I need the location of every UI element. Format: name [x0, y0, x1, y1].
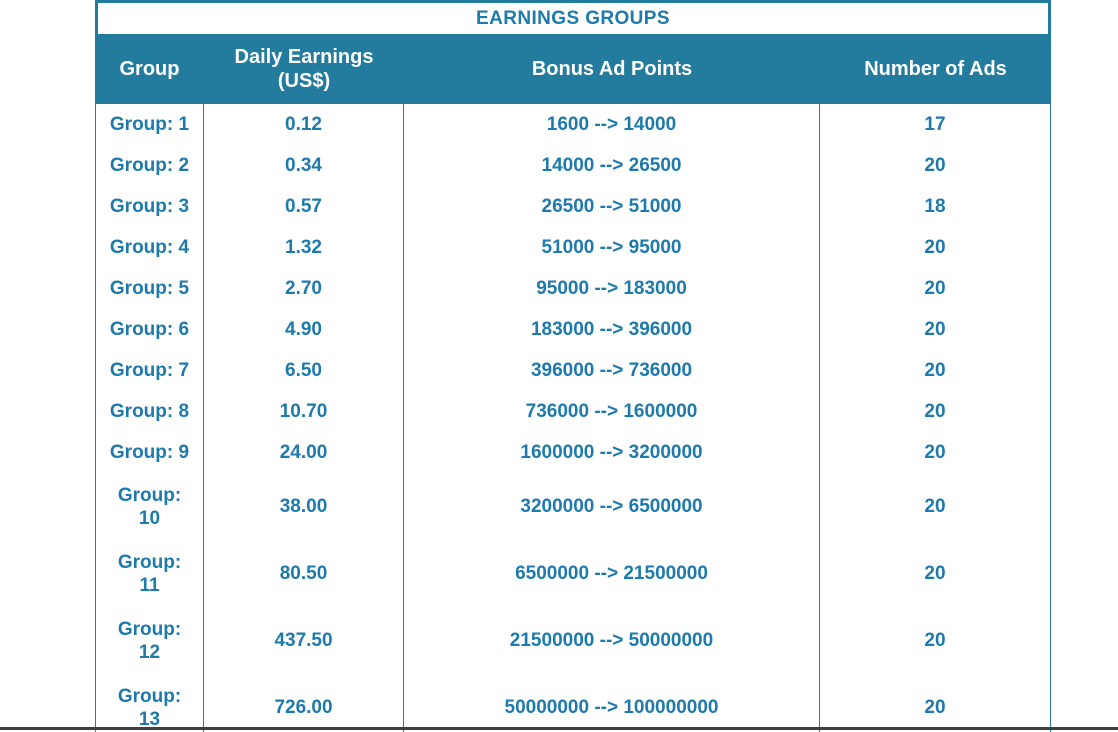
daily-earnings-cell: 0.12 — [204, 104, 404, 145]
table-row: Group: 8 10.70 736000 --> 1600000 20 — [96, 391, 1050, 432]
group-cell: Group: 6 — [96, 309, 204, 350]
table-row: Group: 9 24.00 1600000 --> 3200000 20 — [96, 432, 1050, 473]
table-header-row: Group Daily Earnings (US$) Bonus Ad Poin… — [95, 34, 1051, 104]
ads-count-cell: 18 — [924, 196, 946, 217]
group-cell: Group: 10 — [96, 473, 204, 540]
daily-earnings-cell: 10.70 — [204, 391, 404, 432]
group-cell: Group: 7 — [96, 350, 204, 391]
group-cell: Group: 4 — [96, 227, 204, 268]
table-title: EARNINGS GROUPS — [95, 0, 1051, 34]
table-row: Group: 1 0.12 1600 --> 14000 17 — [96, 104, 1050, 145]
table-row: Group: 5 2.70 95000 --> 183000 20 — [96, 268, 1050, 309]
bonus-points-cell: 95000 --> 183000 — [404, 268, 820, 309]
table-row: Group: 4 1.32 51000 --> 95000 20 — [96, 227, 1050, 268]
daily-earnings-cell: 437.50 — [204, 607, 404, 674]
ads-count-cell: 20 — [924, 630, 946, 651]
daily-earnings-cell: 1.32 — [204, 227, 404, 268]
bonus-points-cell: 3200000 --> 6500000 — [404, 473, 820, 540]
ads-count-cell: 17 — [924, 114, 946, 135]
group-cell: Group: 9 — [96, 432, 204, 473]
ads-count-cell: 20 — [924, 442, 946, 463]
table-row: Group: 10 38.00 3200000 --> 6500000 20 — [96, 473, 1050, 540]
group-cell: Group: 11 — [96, 540, 204, 607]
group-cell: Group: 2 — [96, 145, 204, 186]
ads-count-cell: 20 — [924, 697, 946, 718]
group-cell: Group: 12 — [96, 607, 204, 674]
bonus-points-cell: 183000 --> 396000 — [404, 309, 820, 350]
table-row: Group: 2 0.34 14000 --> 26500 20 — [96, 145, 1050, 186]
ads-count-cell: 20 — [924, 155, 946, 176]
group-cell: Group: 5 — [96, 268, 204, 309]
column-header-daily-earnings: Daily Earnings (US$) — [234, 46, 374, 92]
ads-count-cell: 20 — [924, 319, 946, 340]
table-row: Group: 11 80.50 6500000 --> 21500000 20 — [96, 540, 1050, 607]
daily-earnings-cell: 0.57 — [204, 186, 404, 227]
ads-count-cell: 20 — [924, 563, 946, 584]
daily-earnings-cell: 24.00 — [204, 432, 404, 473]
group-cell: Group: 3 — [96, 186, 204, 227]
daily-earnings-cell: 6.50 — [204, 350, 404, 391]
bonus-points-cell: 26500 --> 51000 — [404, 186, 820, 227]
daily-earnings-cell: 38.00 — [204, 473, 404, 540]
daily-earnings-cell: 80.50 — [204, 540, 404, 607]
group-cell: Group: 8 — [96, 391, 204, 432]
bonus-points-cell: 6500000 --> 21500000 — [404, 540, 820, 607]
column-header-group: Group — [119, 58, 180, 80]
table-row: Group: 12 437.50 21500000 --> 50000000 20 — [96, 607, 1050, 674]
daily-earnings-cell: 2.70 — [204, 268, 404, 309]
bonus-points-cell: 21500000 --> 50000000 — [404, 607, 820, 674]
bonus-points-cell: 50000000 --> 100000000 — [404, 674, 820, 732]
ads-count-cell: 20 — [924, 401, 946, 422]
daily-earnings-cell: 0.34 — [204, 145, 404, 186]
bonus-points-cell: 736000 --> 1600000 — [404, 391, 820, 432]
column-header-bonus-ad-points: Bonus Ad Points — [531, 58, 693, 80]
table-row: Group: 13 726.00 50000000 --> 100000000 20 — [96, 674, 1050, 732]
bonus-points-cell: 51000 --> 95000 — [404, 227, 820, 268]
daily-earnings-cell: 726.00 — [204, 674, 404, 732]
ads-count-cell: 20 — [924, 360, 946, 381]
daily-earnings-cell: 4.90 — [204, 309, 404, 350]
earnings-groups-table: EARNINGS GROUPS Group Daily Earnings (US… — [95, 0, 1051, 732]
bonus-points-cell: 396000 --> 736000 — [404, 350, 820, 391]
table-row: Group: 7 6.50 396000 --> 736000 20 — [96, 350, 1050, 391]
bonus-points-cell: 1600 --> 14000 — [404, 104, 820, 145]
table-row: Group: 3 0.57 26500 --> 51000 18 — [96, 186, 1050, 227]
table-row: Group: 6 4.90 183000 --> 396000 20 — [96, 309, 1050, 350]
ads-count-cell: 20 — [924, 237, 946, 258]
table-body: Group: 1 0.12 1600 --> 14000 17 Group: 2 0.34… — [95, 104, 1051, 732]
ads-count-cell: 20 — [924, 278, 946, 299]
group-cell: Group: 1 — [96, 104, 204, 145]
group-cell: Group: 13 — [96, 674, 204, 732]
window-bottom-edge — [0, 727, 1118, 730]
bonus-points-cell: 1600000 --> 3200000 — [404, 432, 820, 473]
bonus-points-cell: 14000 --> 26500 — [404, 145, 820, 186]
ads-count-cell: 20 — [924, 496, 946, 517]
column-header-number-of-ads: Number of Ads — [864, 58, 1007, 80]
